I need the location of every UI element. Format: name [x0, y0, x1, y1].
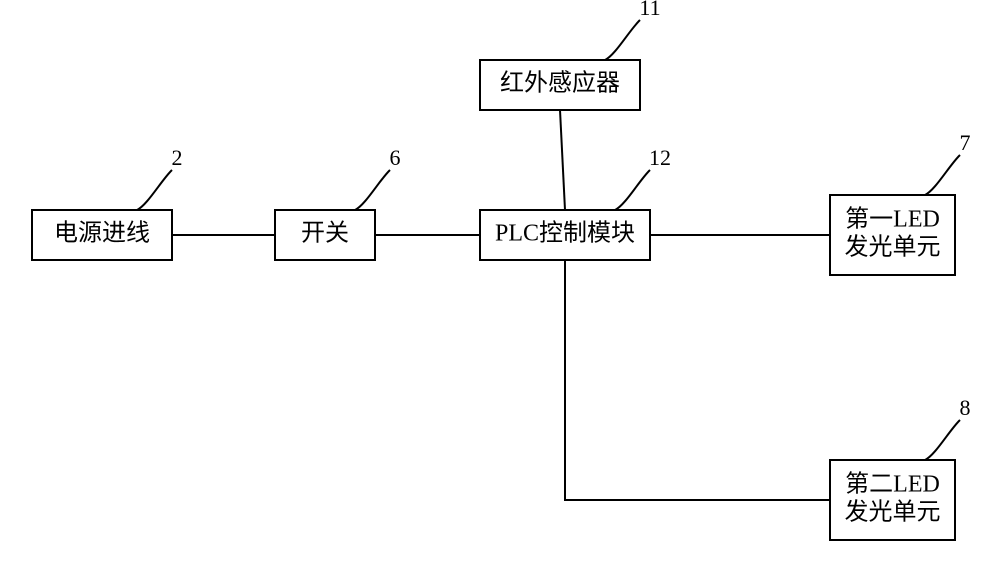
node-led1-label-1: 发光单元 [845, 233, 941, 260]
leader-ir-number: 11 [639, 0, 660, 20]
node-led2: 第二LED发光单元 [830, 460, 955, 540]
leader-plc-number: 12 [649, 145, 671, 170]
node-plc: PLC控制模块 [480, 210, 650, 260]
node-led2-label-1: 发光单元 [845, 498, 941, 525]
leader-led2-number: 8 [960, 395, 971, 420]
node-led1-label-0: 第一LED [845, 206, 940, 233]
leader-ir [605, 20, 640, 60]
leader-power [137, 170, 172, 210]
node-led2-label-0: 第二LED [845, 471, 940, 498]
node-power: 电源进线 [32, 210, 172, 260]
node-led1: 第一LED发光单元 [830, 195, 955, 275]
leader-power-number: 2 [172, 145, 183, 170]
edge-ir-plc [560, 110, 565, 210]
leader-switch [355, 170, 390, 210]
leader-switch-number: 6 [390, 145, 401, 170]
node-ir-label-0: 红外感应器 [500, 70, 620, 97]
node-switch-label-0: 开关 [301, 220, 349, 247]
node-plc-label-0: PLC控制模块 [495, 220, 635, 247]
node-power-label-0: 电源进线 [54, 220, 150, 247]
leader-led2 [925, 420, 960, 460]
leader-led1-number: 7 [960, 130, 971, 155]
leader-plc [615, 170, 650, 210]
node-switch: 开关 [275, 210, 375, 260]
node-ir: 红外感应器 [480, 60, 640, 110]
leader-led1 [925, 155, 960, 195]
edge-plc-led2 [565, 260, 830, 500]
block-diagram: 电源进线开关红外感应器PLC控制模块第一LED发光单元第二LED发光单元2611… [0, 0, 1000, 584]
